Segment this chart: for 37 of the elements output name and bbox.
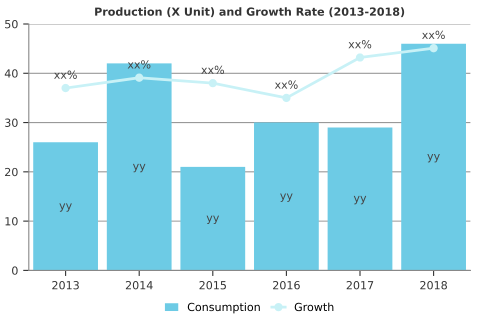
y-tick-label: 30 [5, 118, 18, 127]
data-label: yy [206, 216, 220, 224]
point [429, 44, 438, 52]
y-tick-label: 50 [5, 20, 18, 28]
y-tick-label: 40 [4, 69, 18, 78]
y-tick-label: 10 [5, 217, 18, 226]
data-label: xx% [274, 80, 298, 89]
point [356, 53, 364, 62]
bar [33, 142, 98, 270]
data-label: yy [427, 154, 440, 162]
point [135, 74, 144, 82]
data-label: xx% [348, 40, 372, 48]
x-tick-label: 2014 [126, 281, 153, 290]
x-tick-label: 2017 [346, 281, 374, 290]
data-label: xx% [54, 70, 77, 79]
bar [254, 122, 319, 270]
x-tick-label: 2016 [273, 281, 300, 290]
x-tick-label: 2018 [420, 281, 447, 290]
data-label: xx% [201, 66, 224, 74]
y-tick-label: 0 [12, 266, 18, 275]
point [208, 78, 217, 88]
x-tick-label: 2015 [199, 281, 226, 290]
chart-title: Production (X Unit) and Growth Rate (2013-2018) [95, 7, 404, 18]
bar [401, 44, 466, 270]
x-tick-label: 2013 [52, 281, 79, 290]
point [61, 84, 70, 92]
data-label: yy [280, 193, 293, 202]
legend-label: Consumption [188, 302, 260, 314]
legend-label: Growth [294, 302, 334, 312]
data-label: xx% [422, 30, 445, 40]
y-tick-label: 20 [5, 168, 18, 176]
data-label: yy [132, 164, 146, 172]
data-label: yy [59, 203, 72, 212]
data-label: yy [354, 196, 366, 204]
bar [180, 166, 246, 270]
point [282, 94, 291, 102]
bar [328, 127, 392, 270]
